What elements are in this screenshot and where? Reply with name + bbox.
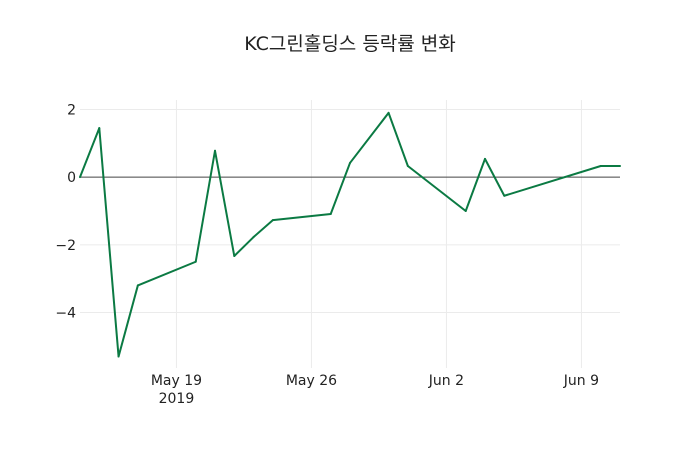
data-point <box>599 164 602 167</box>
x-tick-label: Jun 2 <box>428 373 464 389</box>
chart-title: KC그린홀딩스 등락률 변화 <box>244 33 456 55</box>
data-point <box>329 213 332 216</box>
data-point <box>214 149 216 152</box>
data-point <box>136 284 139 287</box>
data-point <box>484 157 486 160</box>
data-point <box>117 355 120 358</box>
data-point <box>194 260 197 263</box>
y-tick-label: 0 <box>67 170 76 186</box>
data-point <box>252 236 255 239</box>
x-tick-label: May 19 <box>151 373 202 389</box>
x-tick-label: Jun 9 <box>563 373 599 389</box>
data-point <box>406 164 409 167</box>
data-point <box>271 219 274 222</box>
y-tick-label: 2 <box>67 102 76 118</box>
y-tick-label: −4 <box>55 306 76 322</box>
x-tick-sublabel: 2019 <box>159 391 195 407</box>
data-point <box>619 164 621 167</box>
data-point <box>464 209 467 212</box>
data-point <box>387 111 390 114</box>
data-point <box>79 176 81 179</box>
y-tick-label: −2 <box>55 238 76 254</box>
data-point <box>233 254 236 257</box>
data-point <box>98 127 101 130</box>
data-point <box>349 161 351 164</box>
series-line <box>79 111 620 358</box>
x-tick-label: May 26 <box>286 373 337 389</box>
data-point <box>503 194 506 197</box>
